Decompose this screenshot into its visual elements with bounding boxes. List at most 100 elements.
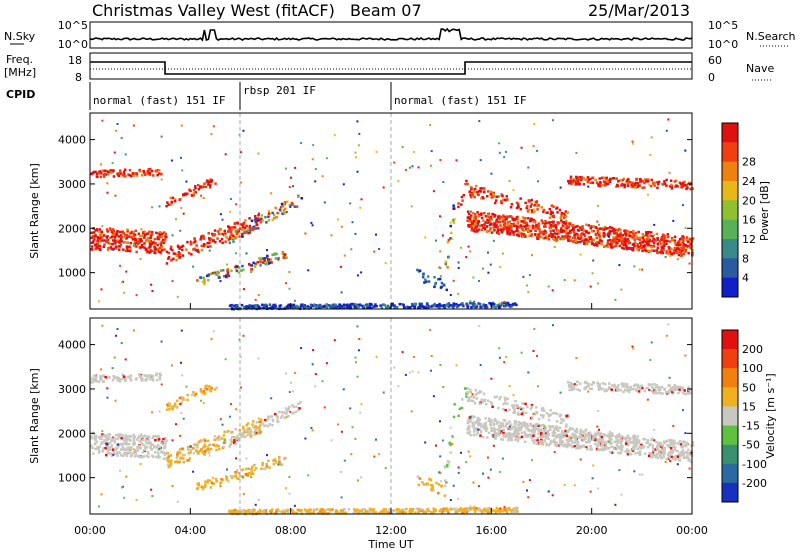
power-cell — [546, 236, 549, 239]
nave-right-tick-top: 60 — [708, 54, 722, 67]
power-cell — [425, 280, 428, 283]
power-cell — [649, 154, 652, 156]
power-cell — [636, 184, 639, 187]
power-cell — [552, 229, 555, 232]
power-cell — [133, 243, 136, 246]
velocity-cell — [643, 437, 647, 441]
power-cell — [286, 306, 289, 309]
power-cell — [484, 221, 487, 224]
velocity-cell — [229, 511, 233, 514]
velocity-cell — [617, 433, 621, 436]
power-cell — [288, 305, 291, 308]
velocity-cell — [572, 385, 576, 388]
velocity-cell — [682, 456, 685, 460]
velocity-cell — [483, 398, 487, 402]
power-cell — [634, 186, 638, 189]
velocity-cell — [147, 438, 150, 442]
power-cell — [590, 230, 594, 233]
power-cell — [492, 192, 495, 196]
velocity-cell — [633, 444, 636, 448]
power-cell — [495, 195, 499, 199]
velocity-cell — [363, 508, 366, 511]
velocity-cell — [161, 442, 165, 446]
power-cell — [131, 238, 135, 241]
velocity-cell — [545, 436, 549, 439]
power-cell — [357, 305, 361, 309]
power-cell — [543, 229, 547, 233]
power-cell — [109, 228, 112, 232]
power-cell — [160, 172, 163, 176]
power-cell — [674, 243, 677, 246]
power-cell — [226, 271, 230, 274]
power-cell — [632, 185, 635, 188]
power-cell — [522, 225, 525, 228]
power-cell — [328, 304, 331, 307]
power-cell — [602, 176, 606, 180]
power-cell — [473, 230, 477, 233]
velocity-cell — [372, 508, 376, 511]
power-cell — [137, 232, 141, 235]
velocity-cell — [555, 425, 558, 428]
power-cell — [494, 305, 497, 309]
power-cell — [639, 180, 642, 183]
power-cell — [189, 189, 192, 193]
velocity-cell — [592, 437, 595, 441]
power-cell — [255, 223, 258, 227]
velocity-cell — [322, 512, 325, 515]
velocity-cell — [619, 438, 622, 442]
velocity-cell — [395, 508, 399, 511]
power-cell — [656, 186, 659, 189]
power-cell — [207, 279, 210, 282]
velocity-cell — [599, 439, 602, 442]
velocity-cell — [116, 379, 120, 382]
power-cell — [357, 144, 360, 147]
power-cell — [528, 234, 531, 237]
power-cell — [249, 229, 253, 232]
velocity-cell — [280, 411, 284, 414]
velocity-cell — [493, 417, 497, 421]
velocity-cell — [541, 409, 544, 412]
velocity-cell — [497, 406, 500, 410]
velocity-cell — [368, 510, 372, 514]
velocity-cell — [569, 385, 573, 388]
velocity-cell — [489, 423, 492, 427]
power-cell — [534, 229, 537, 232]
velocity-cell — [482, 508, 485, 512]
power-cell — [620, 235, 623, 239]
velocity-cell — [627, 449, 630, 453]
power-cell — [439, 267, 442, 270]
power-cell — [237, 230, 241, 233]
velocity-cell — [231, 436, 234, 439]
power-cell — [124, 153, 127, 156]
velocity-cell — [505, 422, 508, 426]
power-cell — [132, 174, 136, 177]
velocity-cell — [532, 424, 536, 428]
power-cell — [118, 248, 121, 251]
power-cell — [211, 234, 215, 237]
power-cell — [129, 246, 132, 250]
velocity-cell — [575, 429, 578, 432]
velocity-cell — [611, 434, 614, 437]
velocity-cell — [568, 435, 571, 439]
velocity-cell — [109, 452, 113, 455]
power-cell — [122, 172, 126, 176]
velocity-cell — [641, 386, 644, 390]
velocity-cell — [414, 511, 417, 514]
power-cell — [620, 182, 624, 186]
velocity-cell — [141, 438, 144, 441]
power-cell — [96, 246, 99, 250]
velocity-cell — [118, 434, 121, 437]
power-cell — [262, 261, 265, 264]
power-cell — [581, 225, 584, 228]
power-cell — [151, 249, 154, 252]
velocity-cell — [683, 452, 686, 455]
velocity-cell — [285, 410, 289, 413]
power-cell — [114, 245, 118, 248]
velocity-cell — [281, 463, 284, 466]
velocity-cell — [467, 418, 470, 421]
power-cell — [551, 289, 554, 292]
velocity-cell — [529, 422, 532, 426]
velocity-cell — [286, 509, 289, 513]
velocity-cell — [478, 402, 482, 405]
power-cell — [688, 262, 691, 265]
